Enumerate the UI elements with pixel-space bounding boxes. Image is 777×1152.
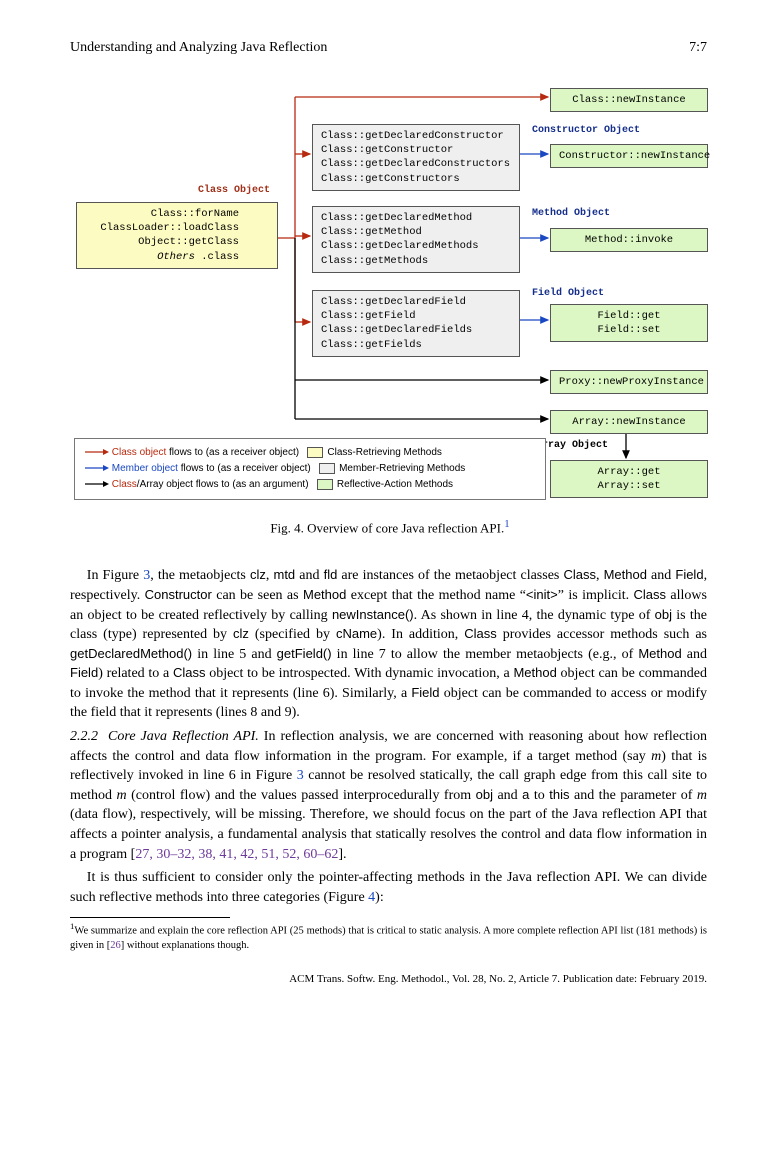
grey-line: Class::getFields	[321, 338, 511, 352]
paragraph-2: 2.2.2 Core Java Reflection API. In refle…	[70, 727, 707, 864]
grey-line: Class::getMethod	[321, 225, 511, 239]
page-header: Understanding and Analyzing Java Reflect…	[70, 40, 707, 56]
class-retrieving-box: Class::forName ClassLoader::loadClass Ob…	[76, 202, 278, 269]
yellow-line: ClassLoader::loadClass	[85, 221, 269, 235]
yellow-line: Others .class	[85, 250, 269, 264]
grey-line: Class::getDeclaredMethod	[321, 211, 511, 225]
field-getset-box: Field::get Field::set	[550, 304, 708, 342]
class-newinstance-box: Class::newInstance	[550, 88, 708, 112]
grey-line: Class::getMethods	[321, 254, 511, 268]
figure-4: Class Object Class::forName ClassLoader:…	[70, 88, 710, 536]
field-methods-box: Class::getDeclaredField Class::getField …	[312, 290, 520, 357]
legend-row: Member object flows to (as a receiver ob…	[85, 461, 535, 477]
grey-line: Class::getDeclaredMethods	[321, 239, 511, 253]
method-invoke-box: Method::invoke	[550, 228, 708, 252]
legend-row: Class object flows to (as a receiver obj…	[85, 445, 535, 461]
yellow-line: Class::forName	[85, 207, 269, 221]
constructor-object-label: Constructor Object	[532, 125, 640, 136]
grey-line: Class::getField	[321, 309, 511, 323]
legend-row: Class/Array object flows to (as an argum…	[85, 477, 535, 493]
grey-line: Class::getConstructor	[321, 143, 511, 157]
yellow-line: Object::getClass	[85, 235, 269, 249]
footnote-rule	[70, 917, 230, 918]
method-methods-box: Class::getDeclaredMethod Class::getMetho…	[312, 206, 520, 273]
grey-line: Class::getDeclaredField	[321, 295, 511, 309]
body-text: In Figure 3, the metaobjects clz, mtd an…	[70, 566, 707, 987]
field-object-label: Field Object	[532, 288, 604, 299]
legend-box: Class object flows to (as a receiver obj…	[74, 438, 546, 500]
footnote-1: 1We summarize and explain the core refle…	[70, 921, 707, 952]
grey-line: Class::getDeclaredConstructor	[321, 129, 511, 143]
header-title: Understanding and Analyzing Java Reflect…	[70, 40, 327, 56]
method-object-label: Method Object	[532, 208, 610, 219]
page-footer: ACM Trans. Softw. Eng. Methodol., Vol. 2…	[70, 972, 707, 987]
constructor-newinstance-box: Constructor::newInstance	[550, 144, 708, 168]
array-object-label: Array Object	[536, 440, 608, 451]
constructor-methods-box: Class::getDeclaredConstructor Class::get…	[312, 124, 520, 191]
paragraph-3: It is thus sufficient to consider only t…	[70, 868, 707, 907]
array-newinstance-box: Array::newInstance	[550, 410, 708, 434]
grey-line: Class::getDeclaredConstructors	[321, 157, 511, 171]
class-object-label: Class Object	[198, 185, 270, 196]
paragraph-1: In Figure 3, the metaobjects clz, mtd an…	[70, 566, 707, 723]
grey-line: Class::getDeclaredFields	[321, 323, 511, 337]
array-getset-box: Array::get Array::set	[550, 460, 708, 498]
figure-caption: Fig. 4. Overview of core Java reflection…	[70, 518, 710, 536]
grey-line: Class::getConstructors	[321, 172, 511, 186]
proxy-newproxyinstance-box: Proxy::newProxyInstance	[550, 370, 708, 394]
header-page-number: 7:7	[689, 40, 707, 56]
